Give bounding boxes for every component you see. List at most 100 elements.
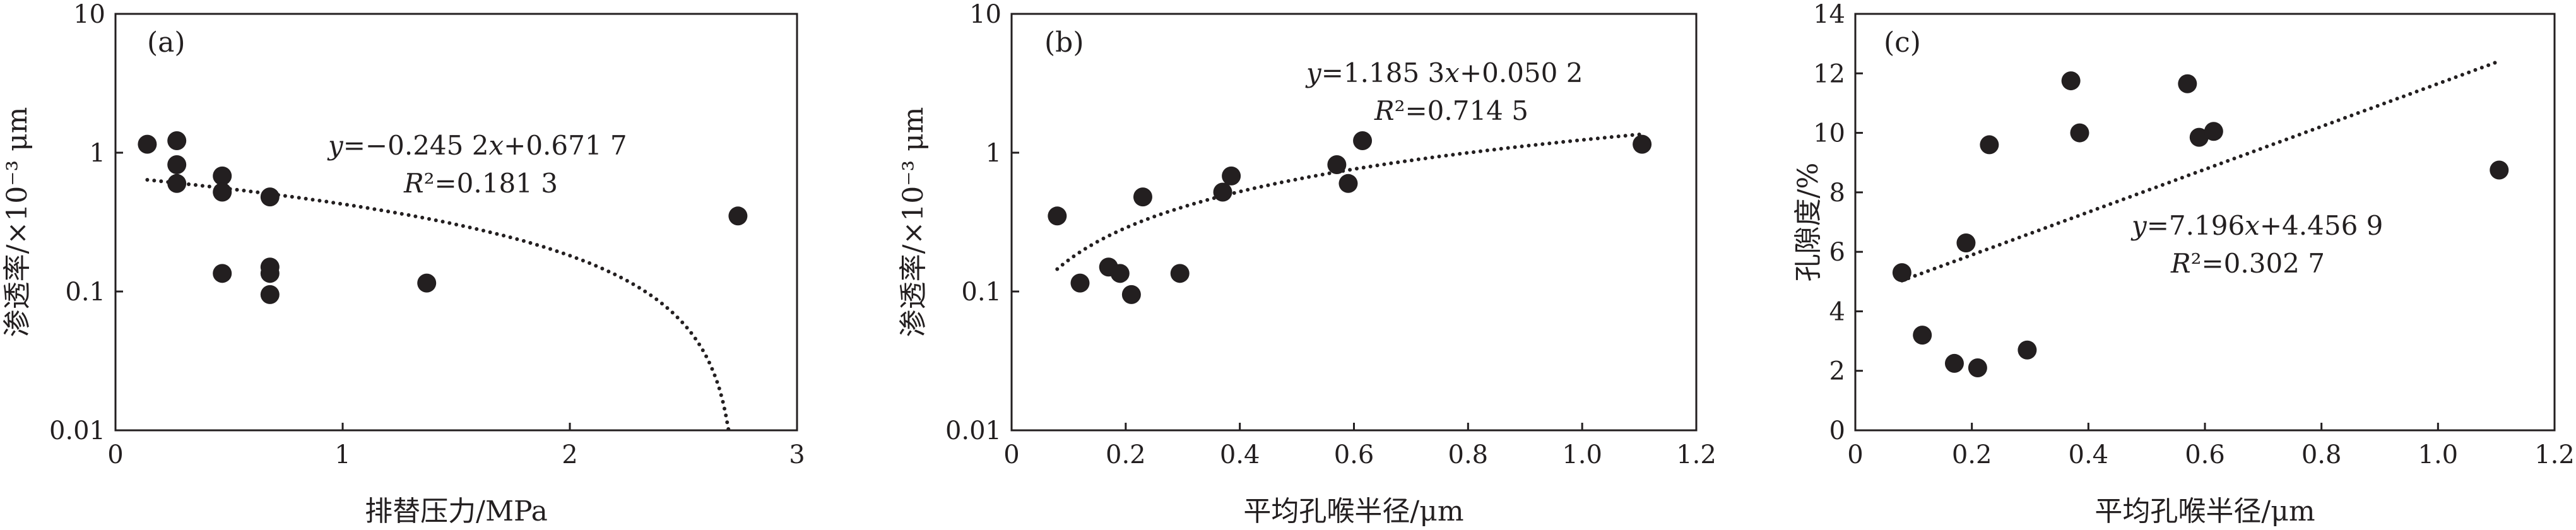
x-axis-label-b: 平均孔喉半径/μm <box>1243 495 1463 527</box>
data-point <box>213 264 232 283</box>
plot-area-a <box>114 13 798 432</box>
x-axis-ticks-b: 0 0.2 0.4 0.6 0.8 1.0 1.2 <box>1003 423 1716 469</box>
data-point <box>1980 135 1999 155</box>
x-tick-label: 0.2 <box>1106 440 1146 469</box>
data-point <box>2018 340 2037 360</box>
y-tick-label: 10 <box>969 0 1001 29</box>
data-point <box>1633 134 1652 154</box>
data-point <box>1968 358 1987 377</box>
x-axis-label-a: 排替压力/MPa <box>365 495 548 527</box>
y-tick-label: 10 <box>1813 119 1845 148</box>
y-tick-label: 1 <box>90 139 105 168</box>
data-point <box>1353 131 1373 151</box>
y-tick-label: 2 <box>1829 357 1845 386</box>
data-point <box>1944 353 1964 373</box>
data-point <box>1327 155 1347 174</box>
y-tick-label: 14 <box>1813 0 1845 29</box>
r2-a: R²=0.181 3 <box>403 168 558 199</box>
x-axis-label-c: 平均孔喉半径/μm <box>2094 495 2315 527</box>
trendline <box>145 178 731 432</box>
equation-a: y=−0.245 2x+0.671 7 <box>327 130 627 161</box>
x-tick-label: 1.0 <box>1562 440 1602 469</box>
x-tick-label: 0.8 <box>2301 440 2342 469</box>
data-point <box>167 131 187 151</box>
x-tick-label: 0 <box>1003 440 1019 469</box>
y-tick-label: 1 <box>986 139 1001 168</box>
panel-c: 0 2 4 6 8 10 12 14 0 0.2 0.4 0.6 0.8 1.0 1.2 (c) y=7.… <box>1792 0 2575 527</box>
data-marks-b <box>1048 131 1652 304</box>
data-marks-a <box>138 131 748 432</box>
data-point <box>1170 264 1190 283</box>
data-point <box>260 285 280 304</box>
y-axis-ticks-c: 0 2 4 6 8 10 12 14 <box>1813 0 1863 445</box>
x-tick-label: 2 <box>562 440 577 469</box>
r2-c: R²=0.302 7 <box>2170 248 2325 279</box>
y-tick-label: 10 <box>73 0 105 29</box>
y-axis-label-a: 渗透率/×10⁻³ μm <box>1 107 33 338</box>
y-tick-label: 12 <box>1813 59 1845 88</box>
panel-label-b: (b) <box>1044 26 1084 59</box>
y-tick-label: 0.1 <box>961 278 1001 307</box>
trendline <box>1900 59 2502 283</box>
y-tick-label: 0.01 <box>49 416 105 445</box>
x-tick-label: 1 <box>334 440 350 469</box>
data-point <box>2204 122 2223 141</box>
x-tick-label: 3 <box>789 440 805 469</box>
x-tick-label: 1.2 <box>2534 440 2575 469</box>
y-tick-label: 6 <box>1829 238 1845 267</box>
data-point <box>1892 263 1911 283</box>
data-point <box>1133 187 1152 207</box>
data-point <box>138 134 157 154</box>
data-point <box>1110 264 1130 283</box>
y-tick-label: 0.01 <box>945 416 1001 445</box>
y-axis-label-c: 孔隙度/% <box>1792 163 1824 282</box>
data-point <box>1121 285 1141 304</box>
x-tick-label: 0.6 <box>2185 440 2225 469</box>
data-point <box>167 174 187 193</box>
data-point <box>213 182 232 202</box>
data-point <box>1213 182 1232 202</box>
x-tick-label: 0.8 <box>1448 440 1489 469</box>
x-tick-label: 0.2 <box>1952 440 1992 469</box>
panel-b: 0.01 0.1 1 10 0 0.2 0.4 0.6 0.8 1.0 1.2 (b) y=1.1… <box>897 0 1716 527</box>
data-point <box>1070 273 1090 293</box>
trendline <box>1055 132 1645 271</box>
panel-label-c: (c) <box>1884 26 1921 59</box>
y-axis-ticks-b: 0.01 0.1 1 10 <box>945 0 1019 445</box>
y-axis-ticks-a: 0.01 0.1 1 10 <box>49 0 123 445</box>
x-tick-label: 0.4 <box>2069 440 2109 469</box>
r2-b: R²=0.714 5 <box>1374 95 1528 126</box>
data-point <box>2189 127 2209 147</box>
equation-c: y=7.196x+4.456 9 <box>2130 210 2383 241</box>
data-point <box>1338 174 1358 193</box>
y-tick-label: 0 <box>1829 416 1845 445</box>
data-point <box>2070 123 2089 143</box>
data-point <box>1222 166 1241 186</box>
data-point <box>417 273 437 293</box>
equation-b: y=1.185 3x+0.050 2 <box>1305 57 1583 88</box>
x-tick-label: 0.4 <box>1220 440 1260 469</box>
data-point <box>167 155 187 174</box>
y-tick-label: 0.1 <box>65 278 105 307</box>
data-point <box>260 264 280 283</box>
panel-label-a: (a) <box>147 26 186 59</box>
x-tick-label: 0 <box>107 440 123 469</box>
x-tick-label: 0 <box>1847 440 1863 469</box>
x-tick-label: 1.0 <box>2418 440 2459 469</box>
y-tick-label: 4 <box>1829 297 1845 326</box>
data-marks-c <box>1892 59 2509 377</box>
data-point <box>260 187 280 207</box>
data-point <box>2490 160 2509 180</box>
x-tick-label: 1.2 <box>1676 440 1716 469</box>
y-tick-label: 8 <box>1829 179 1845 208</box>
x-axis-ticks-a: 0 1 2 3 <box>107 423 805 469</box>
data-point <box>1048 206 1067 226</box>
data-point <box>2061 71 2081 91</box>
data-point <box>2178 74 2197 93</box>
y-axis-label-b: 渗透率/×10⁻³ μm <box>897 107 930 338</box>
data-point <box>1913 326 1932 345</box>
data-point <box>1956 233 1976 252</box>
x-axis-ticks-c: 0 0.2 0.4 0.6 0.8 1.0 1.2 <box>1847 423 2575 469</box>
